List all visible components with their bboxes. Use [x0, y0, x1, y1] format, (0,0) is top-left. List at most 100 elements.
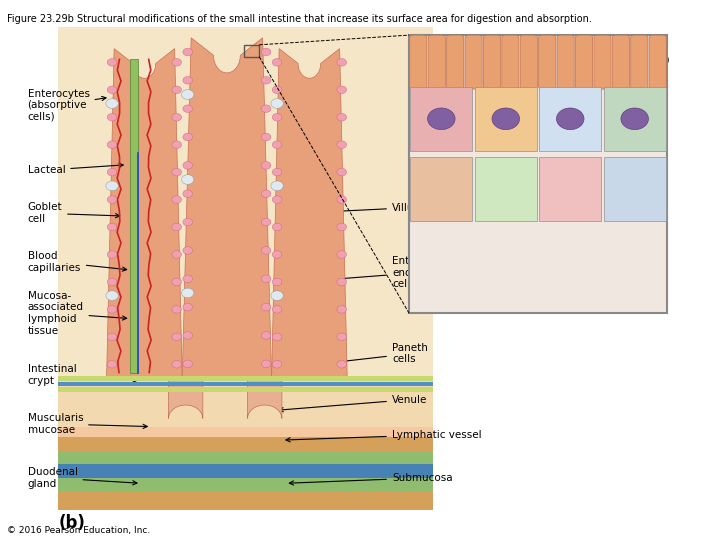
- Circle shape: [272, 223, 282, 231]
- Circle shape: [272, 306, 282, 313]
- Circle shape: [107, 361, 117, 368]
- Circle shape: [172, 196, 181, 204]
- Circle shape: [107, 306, 117, 313]
- Circle shape: [337, 333, 346, 341]
- Circle shape: [172, 333, 181, 341]
- Circle shape: [106, 181, 118, 191]
- Circle shape: [107, 58, 117, 66]
- Bar: [409, 35, 667, 313]
- Circle shape: [107, 333, 117, 341]
- Circle shape: [181, 90, 194, 99]
- Circle shape: [272, 196, 282, 204]
- FancyBboxPatch shape: [631, 35, 648, 89]
- Text: (b): (b): [58, 514, 85, 532]
- Circle shape: [337, 113, 346, 121]
- Bar: [58, 451, 433, 464]
- Bar: [58, 27, 433, 510]
- Circle shape: [261, 133, 271, 141]
- Circle shape: [337, 251, 346, 258]
- Circle shape: [183, 218, 192, 226]
- Text: © 2016 Pearson Education, Inc.: © 2016 Pearson Education, Inc.: [7, 525, 150, 535]
- Circle shape: [261, 105, 271, 112]
- Circle shape: [172, 278, 181, 286]
- Circle shape: [261, 218, 271, 226]
- FancyBboxPatch shape: [465, 35, 482, 89]
- Polygon shape: [248, 381, 282, 418]
- Circle shape: [172, 113, 181, 121]
- Bar: [58, 376, 433, 381]
- FancyBboxPatch shape: [521, 35, 537, 89]
- Circle shape: [261, 190, 271, 198]
- Circle shape: [172, 251, 181, 258]
- Circle shape: [272, 58, 282, 66]
- Polygon shape: [182, 38, 271, 378]
- Circle shape: [261, 360, 271, 368]
- Circle shape: [183, 190, 192, 198]
- FancyBboxPatch shape: [612, 35, 629, 89]
- Circle shape: [272, 361, 282, 368]
- Circle shape: [183, 77, 192, 84]
- Circle shape: [337, 306, 346, 313]
- Bar: [58, 427, 433, 437]
- Text: Lacteal: Lacteal: [27, 163, 123, 175]
- Polygon shape: [107, 49, 182, 378]
- Circle shape: [183, 48, 192, 56]
- Circle shape: [337, 58, 346, 66]
- Circle shape: [272, 251, 282, 258]
- Circle shape: [172, 306, 181, 313]
- Bar: [130, 59, 138, 373]
- Circle shape: [183, 360, 192, 368]
- Text: Microvilli
(brush border): Microvilli (brush border): [534, 43, 670, 65]
- Bar: [58, 382, 433, 386]
- Bar: [58, 378, 433, 427]
- Bar: [58, 437, 433, 451]
- Polygon shape: [271, 49, 347, 378]
- Text: Paneth
cells: Paneth cells: [272, 343, 428, 371]
- Circle shape: [272, 141, 282, 148]
- Circle shape: [172, 58, 181, 66]
- Circle shape: [271, 181, 283, 191]
- Circle shape: [261, 161, 271, 169]
- Circle shape: [557, 108, 584, 130]
- Bar: [475, 87, 536, 151]
- Bar: [539, 87, 601, 151]
- Circle shape: [261, 247, 271, 254]
- Bar: [539, 157, 601, 221]
- Circle shape: [337, 141, 346, 148]
- Bar: [244, 45, 259, 57]
- Circle shape: [337, 278, 346, 286]
- Circle shape: [621, 108, 649, 130]
- Circle shape: [183, 161, 192, 169]
- Circle shape: [271, 99, 283, 109]
- Bar: [58, 491, 433, 510]
- Circle shape: [107, 223, 117, 231]
- Text: Goblet
cell: Goblet cell: [27, 202, 120, 224]
- Circle shape: [107, 86, 117, 93]
- Bar: [604, 157, 665, 221]
- Text: Mucosa-
associated
lymphoid
tissue: Mucosa- associated lymphoid tissue: [27, 291, 127, 335]
- Text: Villus: Villus: [300, 203, 420, 215]
- Text: Blood
capillaries: Blood capillaries: [27, 251, 127, 273]
- Circle shape: [172, 141, 181, 148]
- Bar: [410, 87, 472, 151]
- Circle shape: [107, 141, 117, 148]
- Circle shape: [272, 168, 282, 176]
- Text: Figure 23.29b Structural modifications of the small intestine that increase its : Figure 23.29b Structural modifications o…: [7, 14, 592, 24]
- Circle shape: [337, 196, 346, 204]
- FancyBboxPatch shape: [575, 35, 593, 89]
- Text: Muscularis
mucosae: Muscularis mucosae: [27, 413, 148, 435]
- Text: Intestinal
crypt: Intestinal crypt: [27, 364, 137, 386]
- Circle shape: [272, 86, 282, 93]
- Circle shape: [172, 86, 181, 93]
- Bar: [58, 478, 433, 491]
- Text: Duodenal
gland: Duodenal gland: [27, 467, 137, 489]
- FancyBboxPatch shape: [446, 35, 464, 89]
- Circle shape: [107, 113, 117, 121]
- Text: Lymphatic vessel: Lymphatic vessel: [286, 430, 482, 442]
- FancyBboxPatch shape: [428, 35, 445, 89]
- Circle shape: [107, 168, 117, 176]
- Circle shape: [337, 86, 346, 93]
- Circle shape: [107, 251, 117, 258]
- Circle shape: [337, 361, 346, 368]
- Bar: [604, 87, 665, 151]
